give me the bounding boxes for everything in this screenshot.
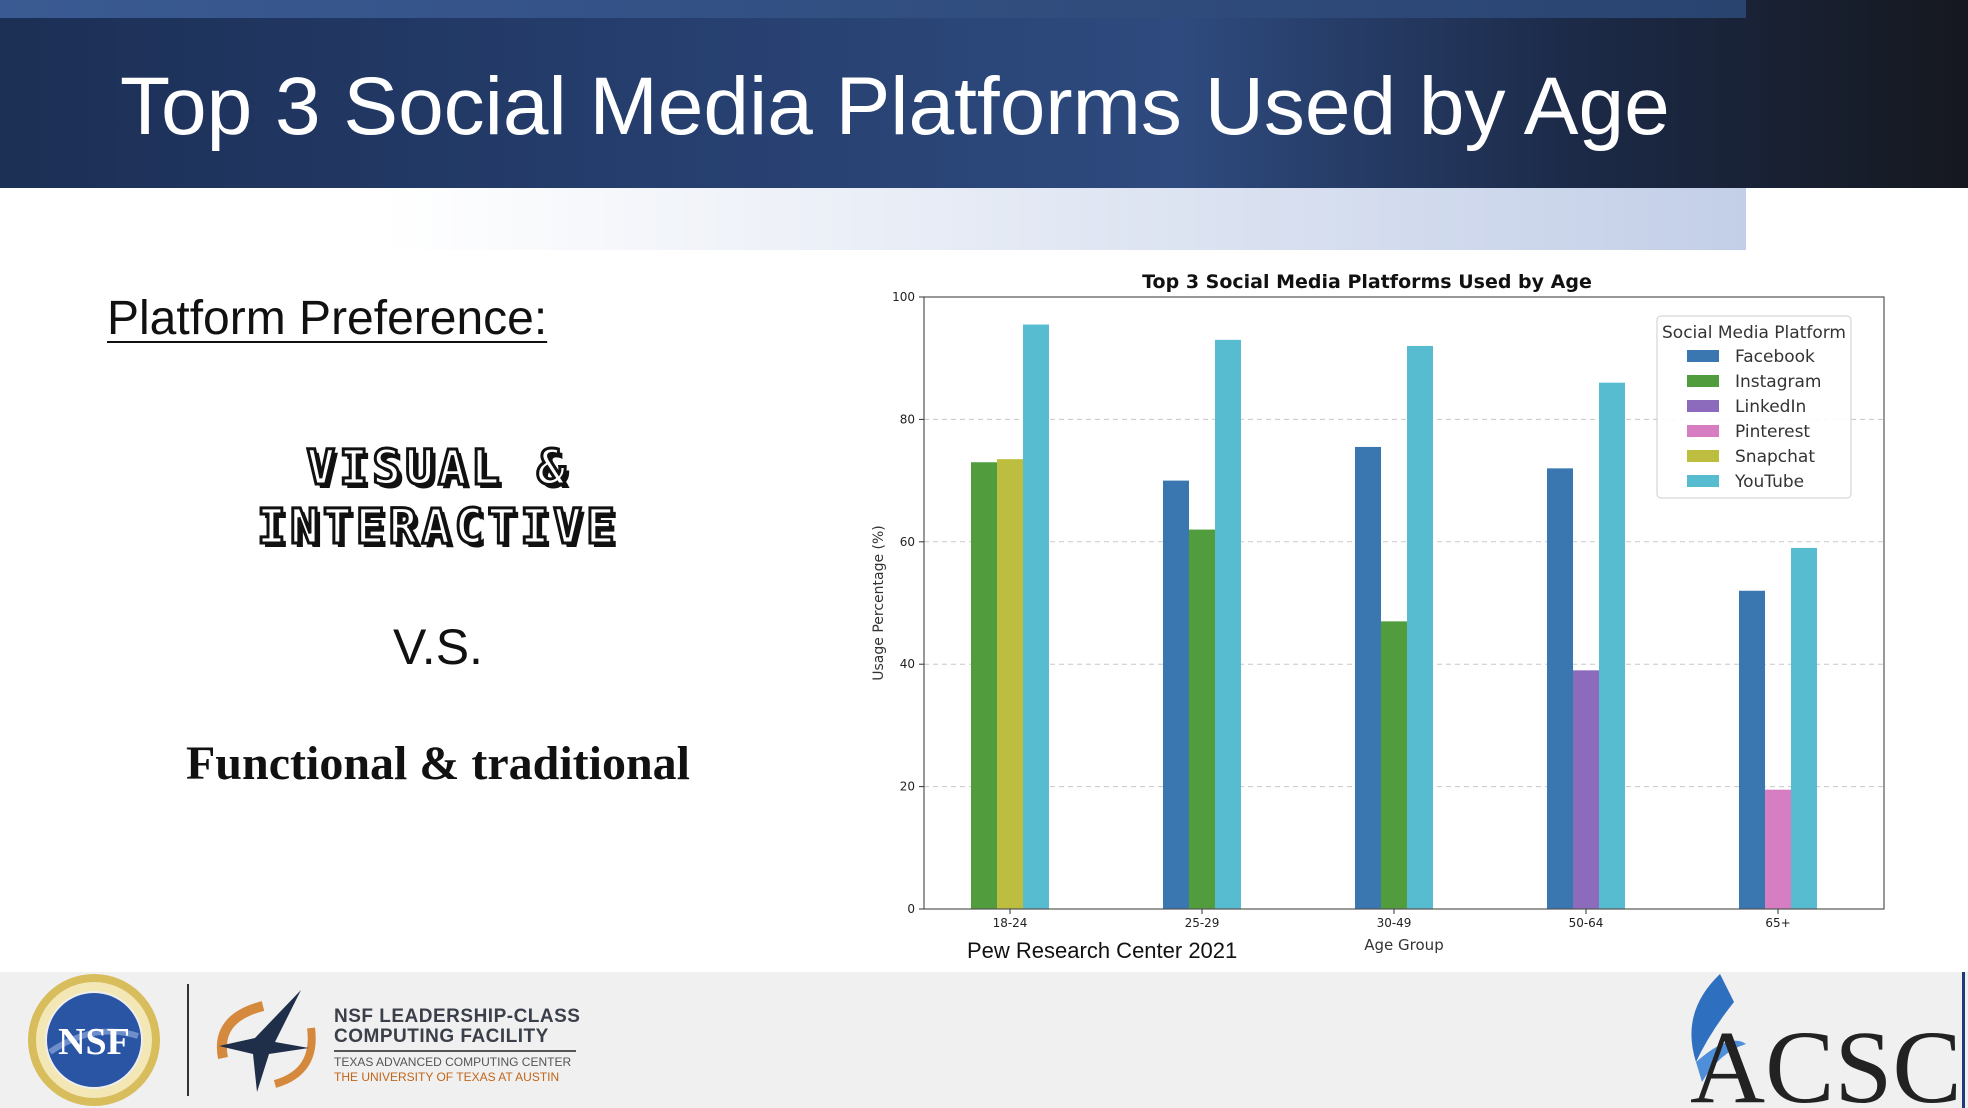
bar-youtube-18-24 xyxy=(1023,324,1049,909)
x-axis: 18-24 25-29 30-49 50-64 65+ xyxy=(993,909,1791,930)
x-axis-label: Age Group xyxy=(1364,936,1443,954)
chart-legend: Social Media Platform Facebook Instagram Li… xyxy=(1656,315,1852,499)
tacc-star-logo xyxy=(216,990,316,1092)
bar-youtube-65+ xyxy=(1791,547,1817,909)
legend-swatch-linkedin xyxy=(1687,400,1719,412)
source-note: Pew Research Center 2021 xyxy=(967,938,1238,963)
bar-youtube-50-64 xyxy=(1599,382,1625,909)
lcf-subtitle-tacc: TEXAS ADVANCED COMPUTING CENTER xyxy=(334,1055,572,1069)
acsc-wing-icon xyxy=(1691,974,1734,1062)
x-tick-label: 25-29 xyxy=(1185,916,1220,930)
y-tick-label: 40 xyxy=(900,657,915,671)
legend-label-snapchat: Snapchat xyxy=(1735,447,1815,467)
y-tick-label: 0 xyxy=(907,902,915,916)
legend-swatch-instagram xyxy=(1687,375,1719,387)
header-band xyxy=(0,0,1968,188)
plot-frame xyxy=(923,296,1885,910)
usage-bar-chart: Top 3 Social Media Platforms Used by Age… xyxy=(871,271,1885,954)
nsf-seal-text: NSF xyxy=(58,1021,130,1063)
platform-preference-heading: Platform Preference: xyxy=(107,292,548,345)
x-tick-label: 18-24 xyxy=(993,916,1028,930)
legend-swatch-snapchat xyxy=(1687,450,1719,462)
x-tick-label: 30-49 xyxy=(1377,916,1412,930)
visual-interactive-line-1: VISUAL & xyxy=(305,439,570,498)
acsc-logo: ACSC xyxy=(1690,972,1965,1108)
bar-instagram-25-29 xyxy=(1189,529,1215,909)
header-gradient-strip xyxy=(0,188,1746,250)
bar-youtube-25-29 xyxy=(1215,339,1241,910)
legend-swatch-pinterest xyxy=(1687,425,1719,437)
y-axis: 0 20 40 60 80 100 xyxy=(892,290,924,916)
functional-traditional-text: Functional & traditional xyxy=(185,737,691,790)
bar-youtube-30-49 xyxy=(1407,345,1433,910)
lcf-title-line2: COMPUTING FACILITY xyxy=(334,1026,549,1047)
legend-label-linkedin: LinkedIn xyxy=(1735,397,1806,417)
slide-header: Top 3 Social Media Platforms Used by Age xyxy=(0,0,1968,250)
legend-swatch-facebook xyxy=(1687,350,1719,362)
lcf-title-line1: NSF LEADERSHIP-CLASS xyxy=(334,1006,581,1027)
nsf-seal-logo: NSF xyxy=(28,974,160,1106)
bar-facebook-65+ xyxy=(1739,590,1765,909)
y-tick-label: 20 xyxy=(900,780,915,794)
x-tick-label: 50-64 xyxy=(1569,916,1604,930)
chart-bars xyxy=(971,324,1817,910)
bar-facebook-25-29 xyxy=(1163,480,1189,909)
lcf-subtitle-ut: THE UNIVERSITY OF TEXAS AT AUSTIN xyxy=(334,1070,560,1084)
legend-title: Social Media Platform xyxy=(1662,323,1846,343)
visual-interactive-line-2: INTERACTIVE xyxy=(256,498,619,557)
bar-facebook-30-49 xyxy=(1355,446,1381,909)
bar-snapchat-18-24 xyxy=(997,459,1023,909)
lcf-rule xyxy=(334,1050,576,1052)
bar-instagram-18-24 xyxy=(971,462,997,909)
bar-instagram-30-49 xyxy=(1381,621,1407,909)
legend-label-instagram: Instagram xyxy=(1735,372,1822,392)
x-tick-label: 65+ xyxy=(1765,916,1790,930)
footer-divider xyxy=(187,984,189,1096)
header-accent-line xyxy=(0,0,1746,18)
bar-facebook-50-64 xyxy=(1547,468,1573,909)
chart-title: Top 3 Social Media Platforms Used by Age xyxy=(1142,271,1592,293)
versus-text: V.S. xyxy=(393,619,483,675)
slide-title: Top 3 Social Media Platforms Used by Age xyxy=(120,61,1670,152)
bar-linkedin-50-64 xyxy=(1573,670,1599,909)
footer-bar: NSF NSF LEADERSHIP-CLASS COMPUTING FACIL… xyxy=(0,972,1968,1108)
legend-label-youtube: YouTube xyxy=(1734,472,1804,492)
y-tick-label: 100 xyxy=(892,290,915,304)
legend-label-pinterest: Pinterest xyxy=(1735,422,1810,442)
y-tick-label: 80 xyxy=(900,412,915,426)
y-tick-label: 60 xyxy=(900,535,915,549)
bar-pinterest-65+ xyxy=(1765,789,1791,909)
legend-label-facebook: Facebook xyxy=(1735,347,1815,367)
acsc-wordmark: ACSC xyxy=(1690,1010,1962,1108)
y-axis-label: Usage Percentage (%) xyxy=(871,525,887,681)
legend-swatch-youtube xyxy=(1687,475,1719,487)
